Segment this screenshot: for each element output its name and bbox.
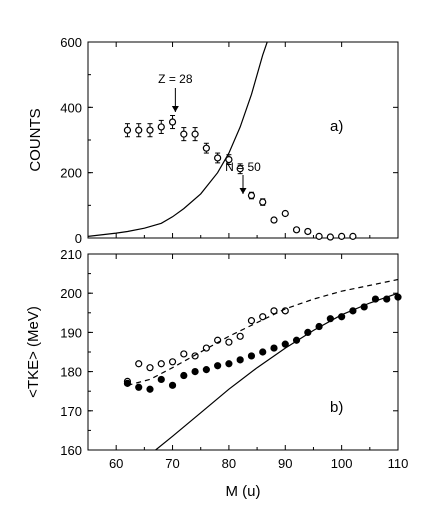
open-data-point [326, 233, 334, 241]
filled-data-point [270, 344, 278, 352]
open-data-point [270, 216, 278, 224]
y-tick-label: 180 [60, 365, 82, 380]
open-data-point [157, 123, 165, 131]
panel-a-frame [87, 41, 399, 239]
x-tick-label: 80 [222, 456, 236, 471]
open-data-point [304, 227, 312, 236]
y-tick-label: 600 [60, 35, 82, 50]
annotation-label: N = 50 [225, 160, 261, 174]
open-data-point [214, 154, 222, 162]
filled-data-point [202, 366, 210, 374]
filled-data-point [247, 352, 256, 360]
solid-curve [155, 292, 398, 450]
open-data-point [135, 126, 143, 134]
filled-data-point [259, 348, 267, 356]
annotation-label: Z = 28 [158, 72, 193, 86]
dashed-curve [127, 278, 398, 386]
panel-a-label: a) [330, 118, 343, 135]
open-data-point [168, 118, 177, 126]
panel-b-ylabel: <TKE> (MeV) [25, 306, 42, 398]
open-data-point [168, 358, 177, 366]
solid-curve [88, 42, 268, 237]
filled-data-point [180, 371, 188, 380]
x-tick-label: 60 [109, 456, 123, 471]
filled-data-point [157, 375, 165, 384]
filled-data-point [135, 383, 143, 391]
filled-data-point [214, 362, 222, 370]
panel-a-axes: 0 200 400 600 [60, 35, 399, 246]
open-data-point [157, 360, 165, 368]
filled-data-point [146, 385, 154, 393]
x-tick-label: 100 [331, 456, 353, 471]
open-data-point [146, 364, 154, 372]
open-data-point [259, 198, 267, 206]
open-data-point [191, 130, 199, 138]
open-data-point [281, 209, 289, 218]
x-tick-label: 110 [388, 456, 409, 471]
filled-data-point [168, 381, 177, 389]
filled-data-point [394, 293, 402, 301]
panel-a-annotations: Z = 28 N = 50 [158, 72, 261, 194]
panel-b: 60 70 80 90 100 110 160 170 180 190 200 210 <TKE> (… [25, 247, 408, 500]
y-tick-label: 170 [60, 404, 82, 419]
open-data-point [146, 126, 154, 134]
open-data-point [349, 232, 357, 240]
open-data-point [247, 191, 256, 200]
y-tick-label: 400 [60, 100, 82, 115]
filled-data-point [191, 368, 199, 376]
panel-a-ylabel: COUNTS [27, 108, 44, 171]
x-tick-label: 70 [165, 456, 179, 471]
open-data-point [236, 332, 244, 340]
open-data-point [236, 165, 244, 173]
open-data-point [135, 360, 143, 368]
panel-a-series [88, 42, 357, 241]
open-data-point [247, 317, 256, 325]
filled-data-point [225, 360, 233, 368]
filled-data-point [123, 379, 132, 387]
open-data-point [202, 144, 210, 152]
panel-b-frame [87, 253, 399, 451]
filled-data-point [236, 356, 244, 364]
open-data-point [315, 232, 323, 240]
panel-b-xlabel: M (u) [226, 483, 261, 500]
y-tick-label: 0 [75, 231, 82, 246]
open-data-point [225, 338, 233, 346]
y-tick-label: 200 [60, 166, 82, 181]
open-data-point [225, 156, 233, 164]
open-data-point [123, 126, 132, 134]
panel-b-axes: 60 70 80 90 100 110 160 170 180 190 200 210 [60, 247, 408, 471]
panel-b-label: b) [330, 399, 343, 416]
y-tick-label: 200 [60, 286, 82, 301]
x-tick-label: 90 [278, 456, 292, 471]
panel-a: 0 200 400 600 Z = 28 N = 50 COUNTS a) [27, 35, 399, 246]
open-data-point [180, 130, 188, 138]
annotation-arrow-head [171, 106, 179, 112]
open-data-point [292, 226, 301, 234]
y-tick-label: 160 [60, 443, 82, 458]
y-tick-label: 210 [60, 247, 82, 262]
annotation-arrow-head [239, 188, 247, 194]
y-tick-label: 190 [60, 325, 82, 340]
open-data-point [338, 232, 346, 240]
open-data-point [259, 313, 267, 321]
filled-data-point [281, 340, 289, 348]
open-data-point [180, 350, 188, 358]
panel-b-series [123, 278, 402, 450]
